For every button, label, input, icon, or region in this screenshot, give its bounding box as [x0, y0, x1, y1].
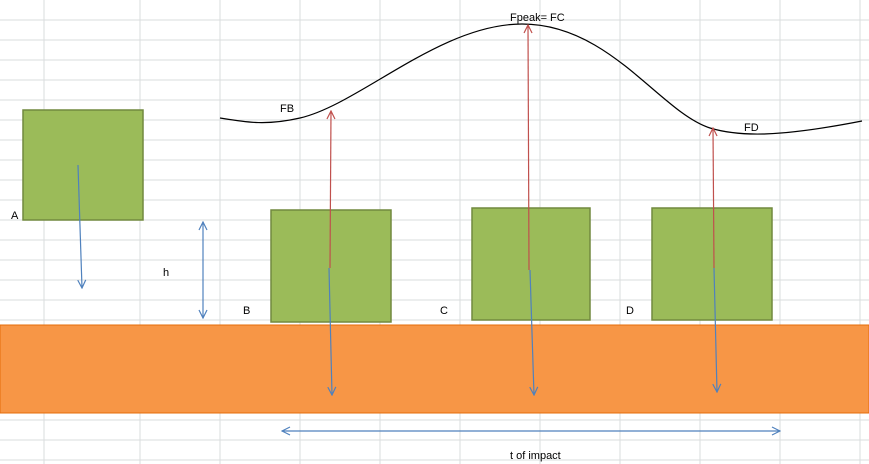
label: Fpeak= FC — [510, 12, 565, 24]
arrow-weight — [78, 164, 82, 288]
force-curve — [219, 23, 863, 135]
label: D — [626, 305, 634, 317]
label: t of impact — [510, 450, 561, 462]
label: FD — [744, 122, 759, 134]
arrow-force — [330, 111, 331, 269]
arrow-weight — [329, 267, 332, 395]
label: h — [163, 267, 169, 279]
label: C — [440, 305, 448, 317]
label: A — [11, 210, 19, 222]
arrow-force — [713, 128, 714, 269]
label: B — [243, 305, 250, 317]
block-a — [22, 109, 144, 221]
arrow-force — [528, 25, 529, 271]
arrow-weight — [530, 269, 534, 395]
block-d — [651, 207, 773, 321]
block-b — [270, 209, 392, 323]
ground — [0, 324, 869, 414]
arrow-weight — [714, 267, 717, 392]
label: FB — [280, 103, 294, 115]
